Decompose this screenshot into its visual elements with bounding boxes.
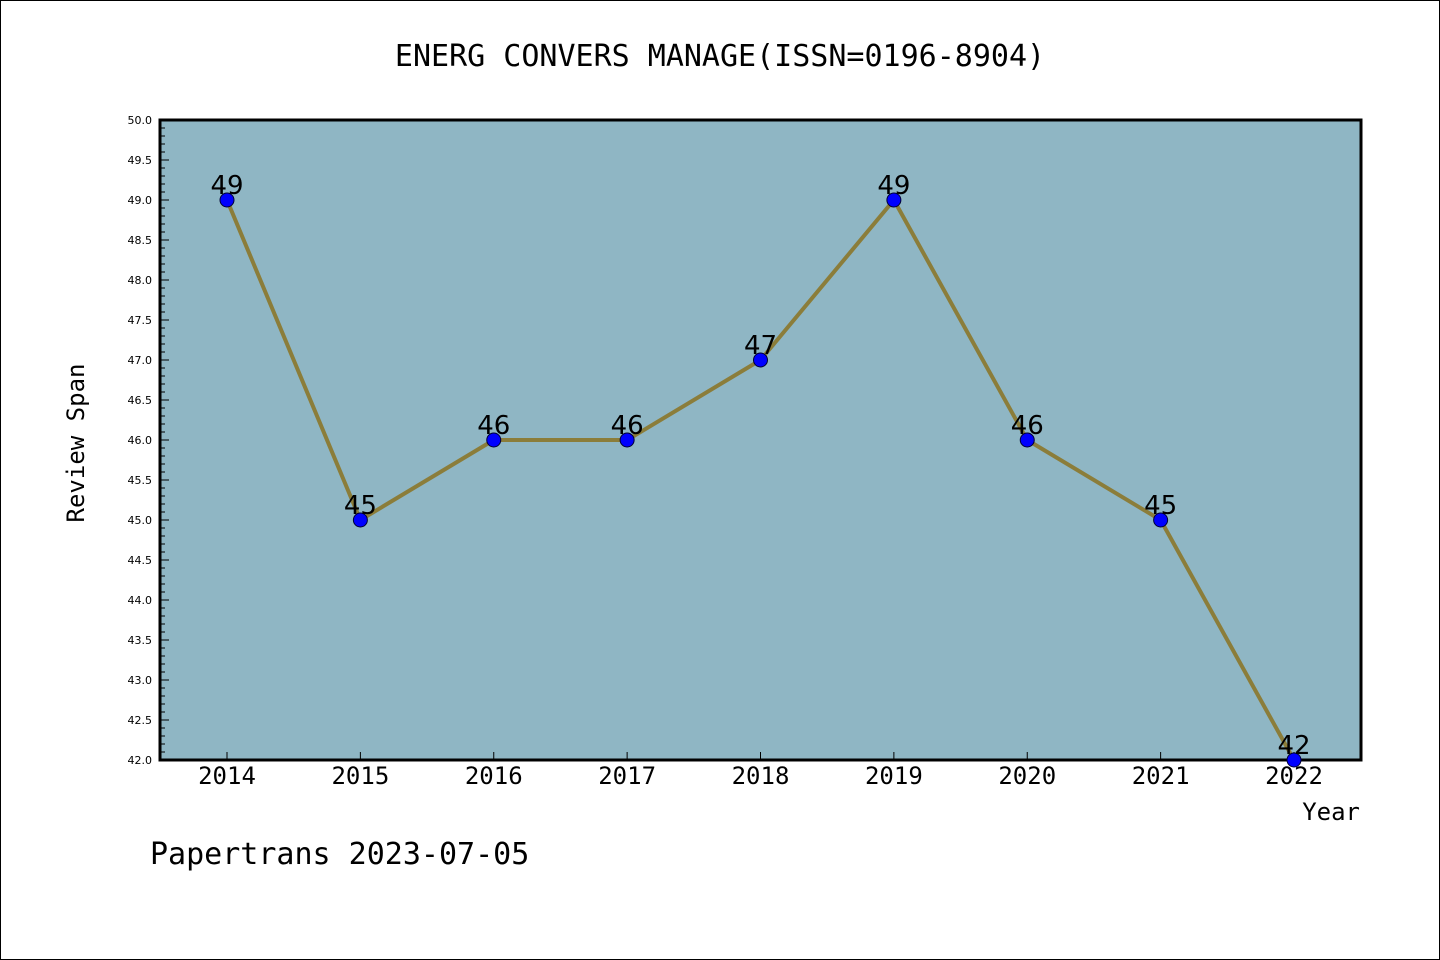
data-label: 49 [877,171,910,201]
y-tick-label: 42.0 [128,754,153,767]
x-tick-label: 2018 [732,762,790,790]
y-tick-label: 49.5 [128,154,153,167]
y-tick-label: 45.0 [128,514,153,527]
data-labels-group: 49 45 46 46 47 49 46 45 42 [210,171,1310,761]
data-label: 47 [744,331,777,361]
data-point [886,192,902,208]
y-tick-label: 47.0 [128,354,153,367]
x-tick-label: 2020 [998,762,1056,790]
data-label: 46 [611,411,644,441]
y-tick-label: 48.0 [128,274,153,287]
data-point [619,432,635,448]
data-label: 46 [477,411,510,441]
data-point [219,192,235,208]
y-tick-label: 49.0 [128,194,153,207]
data-label: 45 [344,491,377,521]
data-label: 42 [1277,731,1310,761]
y-axis-label: Review Span [62,364,90,523]
y-tick-label: 42.5 [128,714,153,727]
plot-area [158,118,1363,762]
x-tick-label: 2015 [331,762,389,790]
chart-title: ENERG CONVERS MANAGE(ISSN=0196-8904) [395,39,1045,74]
y-tick-label: 44.0 [128,594,153,607]
markers-group [219,192,1302,768]
data-point [1019,432,1035,448]
watermark-text: Papertrans 2023-07-05 [150,837,529,872]
y-tick-label: 48.5 [128,234,153,247]
y-axis: 42.0 42.5 43.0 43.5 44.0 44.5 45.0 45.5 46.0 46.5… [128,114,169,767]
y-tick-label: 43.5 [128,634,153,647]
y-tick-label: 45.5 [128,474,153,487]
y-tick-label: 46.0 [128,434,153,447]
data-label: 49 [210,171,243,201]
x-tick-label: 2016 [465,762,523,790]
x-tick-label: 2021 [1132,762,1190,790]
y-tick-label: 47.5 [128,314,153,327]
data-label: 46 [1011,411,1044,441]
x-tick-label: 2014 [198,762,256,790]
y-tick-label: 50.0 [128,114,153,127]
data-point [486,432,502,448]
x-tick-label: 2019 [865,762,923,790]
data-label: 45 [1144,491,1177,521]
y-tick-label: 44.5 [128,554,153,567]
data-point [753,352,768,368]
data-point [1153,512,1169,528]
data-point [352,512,368,528]
x-axis-label: Year [1302,798,1360,826]
y-tick-label: 46.5 [128,394,153,407]
y-tick-label: 43.0 [128,674,153,687]
x-tick-label: 2017 [598,762,656,790]
data-point [1286,752,1302,768]
